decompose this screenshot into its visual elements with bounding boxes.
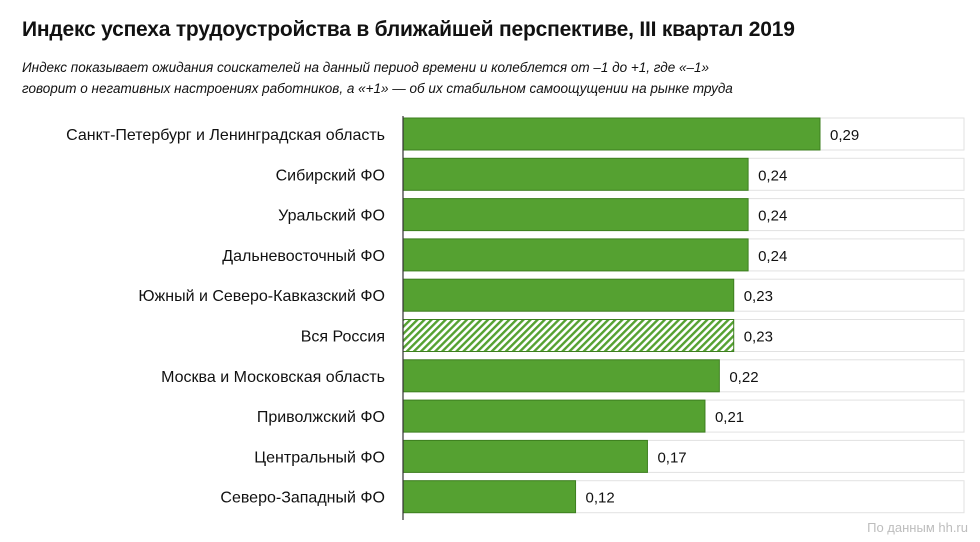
bar [402,399,706,433]
subtitle-line-2: говорит о негативных настроениях работни… [22,81,733,96]
category-label: Южный и Северо-Кавказский ФО [138,288,385,305]
chart-title: Индекс успеха трудоустройства в ближайше… [22,18,795,41]
source-note: По данным hh.ru [867,520,968,535]
value-label: 0,23 [744,288,773,305]
bar [402,480,577,514]
value-label: 0,21 [715,409,744,426]
value-label: 0,17 [657,449,686,466]
bar [402,359,720,393]
chart-subtitle: Индекс показывает ожидания соискателей н… [22,57,782,99]
value-label: 0,24 [758,248,787,265]
category-label: Уральский ФО [278,208,385,225]
value-label: 0,23 [744,329,773,346]
category-label: Санкт-Петербург и Ленинградская область [66,127,385,144]
bar [402,278,735,312]
bar [402,238,749,272]
value-label: 0,29 [830,127,859,144]
subtitle-line-1: Индекс показывает ожидания соискателей н… [22,60,710,75]
bar [402,117,821,151]
value-label: 0,24 [758,208,787,225]
bar [402,319,735,352]
category-label: Вся Россия [301,329,385,346]
value-label: 0,12 [586,490,615,507]
category-label: Дальневосточный ФО [222,248,385,265]
bar [402,198,749,232]
category-label: Центральный ФО [254,449,385,466]
bar [402,157,749,191]
category-label: Сибирский ФО [276,167,385,184]
value-label: 0,24 [758,167,787,184]
category-label: Приволжский ФО [257,409,385,426]
bar [402,439,648,473]
value-label: 0,22 [729,369,758,386]
category-label: Москва и Московская область [161,369,385,386]
category-label: Северо-Западный ФО [220,490,385,507]
